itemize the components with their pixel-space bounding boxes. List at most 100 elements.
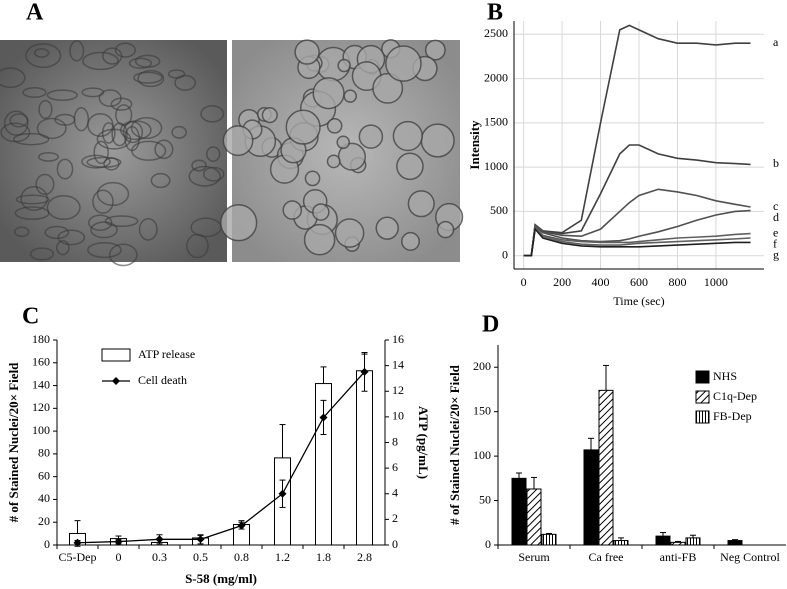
cell (92, 189, 114, 214)
cell (336, 135, 351, 150)
x-tick-label: 200 (553, 275, 571, 289)
cell (0, 67, 26, 89)
cell (186, 233, 209, 259)
bar (526, 488, 542, 546)
cell (150, 172, 171, 189)
cell (304, 170, 321, 187)
cell (36, 117, 67, 140)
micrograph (0, 40, 227, 262)
bar (541, 533, 557, 546)
cell (424, 39, 446, 61)
cell (337, 58, 351, 73)
cell (114, 42, 136, 58)
cell (96, 181, 130, 207)
legend-item: C1q-Dep (695, 389, 757, 404)
line-label: d (773, 210, 779, 224)
cell (46, 195, 81, 221)
cell (407, 190, 435, 218)
marker (278, 489, 287, 498)
panel-label: B (487, 0, 503, 26)
cell (22, 86, 47, 98)
y-tick-label: 500 (490, 203, 508, 217)
bar (511, 477, 527, 546)
cell (20, 186, 48, 211)
line-label: c (773, 199, 778, 213)
x-axis-label: S-58 (mg/ml) (185, 571, 257, 586)
y-tick-label: 60 (38, 468, 50, 482)
marker (155, 535, 164, 544)
cell (133, 71, 163, 84)
cell (372, 72, 404, 104)
line (77, 371, 365, 544)
line (523, 209, 751, 257)
y2-tick-label: 6 (392, 460, 398, 474)
x-tick-label: 800 (668, 275, 686, 289)
y-tick-label: 80 (38, 446, 50, 460)
x-tick-label: 1.8 (316, 550, 331, 564)
cell (29, 247, 55, 261)
cell (137, 69, 165, 88)
bar (613, 540, 629, 546)
cell (326, 117, 343, 134)
cell (392, 120, 423, 152)
line (523, 227, 751, 257)
cell (12, 132, 50, 146)
legend-swatch (695, 390, 710, 404)
line-label: g (773, 247, 779, 261)
cell (303, 223, 336, 256)
cell (261, 107, 278, 124)
bar (727, 540, 743, 546)
y-axis-label: Intensity (467, 120, 482, 170)
cell (312, 203, 330, 221)
legend-label: C1q-Dep (713, 389, 757, 403)
y2-tick-label: 4 (392, 486, 398, 500)
x-tick-label: anti-FB (660, 550, 697, 564)
cell (191, 159, 207, 172)
line-label: e (773, 225, 778, 239)
cell (104, 215, 139, 228)
marker (73, 538, 82, 547)
x-tick-label: Ca free (589, 550, 624, 564)
legend-item: FB-Dep (695, 409, 752, 424)
y-tick-label: 100 (32, 423, 50, 437)
cell (81, 87, 105, 98)
cell (396, 152, 424, 181)
cell (88, 214, 113, 232)
cell (171, 125, 187, 139)
cell (206, 146, 221, 162)
legend-item: ATP release (101, 347, 195, 362)
cell (69, 40, 85, 62)
y-tick-label: 140 (32, 377, 50, 391)
legend-label: Cell death (138, 373, 187, 387)
cell (90, 221, 118, 239)
cell (174, 74, 197, 91)
line (523, 24, 751, 257)
y-tick-label: 0 (485, 537, 491, 551)
y-tick-label: 150 (473, 403, 491, 417)
y-tick-label: 100 (473, 448, 491, 462)
cell (13, 226, 30, 238)
cell (102, 47, 123, 65)
y2-tick-label: 10 (392, 409, 404, 423)
cell (37, 151, 59, 162)
y2-tick-label: 12 (392, 383, 404, 397)
legend-label: FB-Dep (713, 409, 752, 423)
x-tick-label: 1000 (704, 275, 728, 289)
y-tick-label: 1500 (484, 115, 508, 129)
cell (3, 110, 29, 136)
cell (200, 105, 225, 123)
cell (111, 122, 128, 147)
cell (219, 204, 258, 242)
x-axis-label: Time (sec) (613, 294, 664, 308)
panel-label: A (26, 0, 44, 26)
y-tick-label: 50 (479, 492, 491, 506)
cell (46, 89, 78, 101)
cell (96, 128, 132, 150)
cell (130, 116, 163, 139)
cell (14, 206, 50, 221)
cell (401, 231, 421, 251)
x-tick-label: 2.8 (357, 550, 372, 564)
legend-swatch (101, 348, 131, 362)
y2-tick-label: 2 (392, 511, 398, 525)
